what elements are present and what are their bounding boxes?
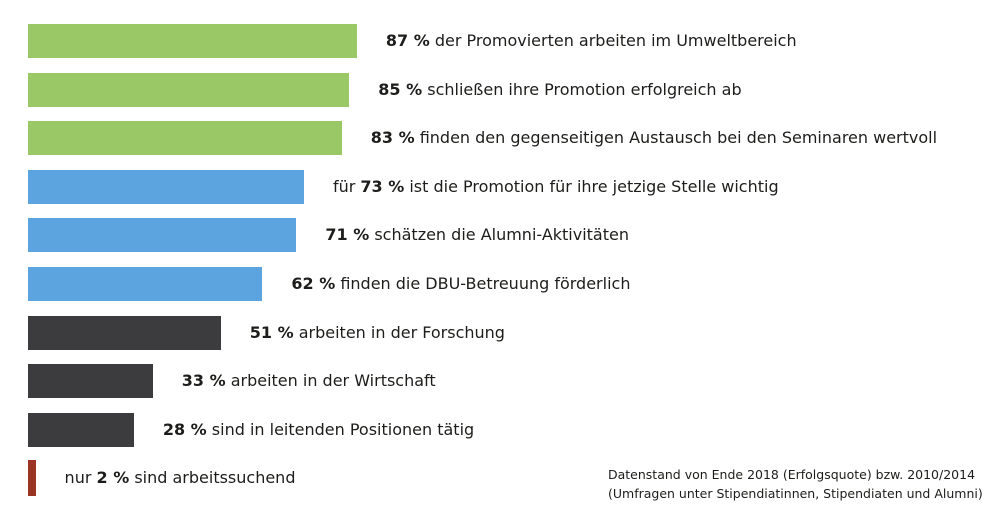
label-text: sind arbeitssuchend xyxy=(129,468,296,488)
label-text: finden die DBU-Betreuung förderlich xyxy=(335,274,631,293)
footnote-line-1: Datenstand von Ende 2018 (Erfolgsquote) … xyxy=(608,467,976,482)
footnote: Datenstand von Ende 2018 (Erfolgsquote) … xyxy=(608,465,983,503)
label-text: sind in leitenden Positionen tätig xyxy=(206,419,475,439)
bar-4 xyxy=(28,218,297,253)
label-value: 87 % xyxy=(385,31,430,50)
bar-0 xyxy=(28,24,357,58)
data-label-8: 28 % sind in leitenden Positionen tätig xyxy=(163,420,474,440)
label-value: 33 % xyxy=(181,371,226,391)
data-label-1: 85 % schließen ihre Promotion erfolgreic… xyxy=(378,80,741,100)
label-prefix: für xyxy=(332,176,361,196)
data-label-4: 71 % schätzen die Alumni-Aktivitäten xyxy=(325,225,629,245)
label-value: 28 % xyxy=(162,419,207,439)
bar-5 xyxy=(28,267,263,301)
label-value: 62 % xyxy=(291,274,336,293)
label-value: 83 % xyxy=(370,128,415,148)
label-value: 73 % xyxy=(360,176,405,196)
label-text: arbeiten in der Wirtschaft xyxy=(225,371,436,391)
bar-3 xyxy=(28,169,304,204)
data-label-3: für 73 % ist die Promotion für ihre jetz… xyxy=(333,177,779,197)
data-label-7: 33 % arbeiten in der Wirtschaft xyxy=(182,371,436,391)
label-value: 51 % xyxy=(249,322,294,342)
bar-2 xyxy=(28,121,342,156)
bar-1 xyxy=(28,72,350,107)
data-label-0: 87 % der Promovierten arbeiten im Umwelt… xyxy=(386,31,797,51)
label-value: 2 % xyxy=(96,468,130,488)
label-text: ist die Promotion für ihre jetzige Stell… xyxy=(404,176,779,196)
data-label-5: 62 % finden die DBU-Betreuung förderlich xyxy=(291,274,630,294)
bar-7 xyxy=(28,364,153,399)
label-value: 85 % xyxy=(378,79,423,99)
data-label-2: 83 % finden den gegenseitigen Austausch … xyxy=(371,128,937,148)
label-text: schätzen die Alumni-Aktivitäten xyxy=(369,225,629,245)
bar-8 xyxy=(28,412,134,447)
label-value: 71 % xyxy=(325,225,370,245)
footnote-line-2: (Umfragen unter Stipendiatinnen, Stipend… xyxy=(608,486,983,501)
label-prefix: nur xyxy=(64,468,97,488)
data-label-6: 51 % arbeiten in der Forschung xyxy=(250,323,505,343)
label-text: finden den gegenseitigen Austausch bei d… xyxy=(414,128,938,148)
label-text: arbeiten in der Forschung xyxy=(293,322,505,342)
data-label-9: nur 2 % sind arbeitssuchend xyxy=(65,468,296,488)
label-text: der Promovierten arbeiten im Umweltberei… xyxy=(429,31,797,50)
bar-9 xyxy=(28,460,36,497)
label-text: schließen ihre Promotion erfolgreich ab xyxy=(422,79,742,99)
bar-6 xyxy=(28,315,221,350)
